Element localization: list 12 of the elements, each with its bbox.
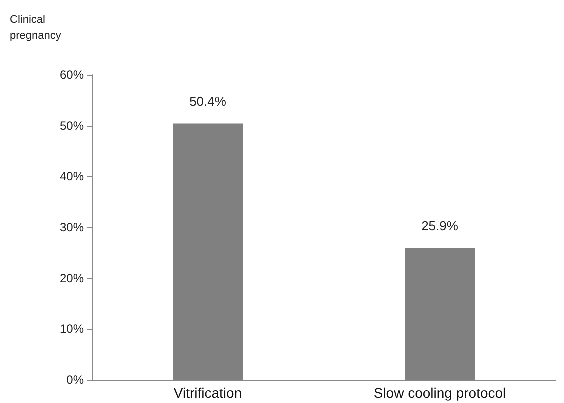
y-tick-label: 10% <box>60 322 84 336</box>
x-tick-label: Vitrification <box>174 385 242 401</box>
data-label: 50.4% <box>190 94 227 109</box>
y-tick-label: 20% <box>60 271 84 286</box>
y-tick-label: 40% <box>60 170 84 184</box>
data-label: 25.9% <box>422 218 459 234</box>
y-tick-label: 30% <box>60 220 84 234</box>
y-tick-label: 60% <box>60 68 84 82</box>
y-tick-label: 50% <box>60 118 84 133</box>
y-axis-title: Clinical pregnancy <box>10 14 62 42</box>
y-tick-label: 0% <box>66 373 84 387</box>
x-tick-label: Slow cooling protocol <box>374 385 506 401</box>
